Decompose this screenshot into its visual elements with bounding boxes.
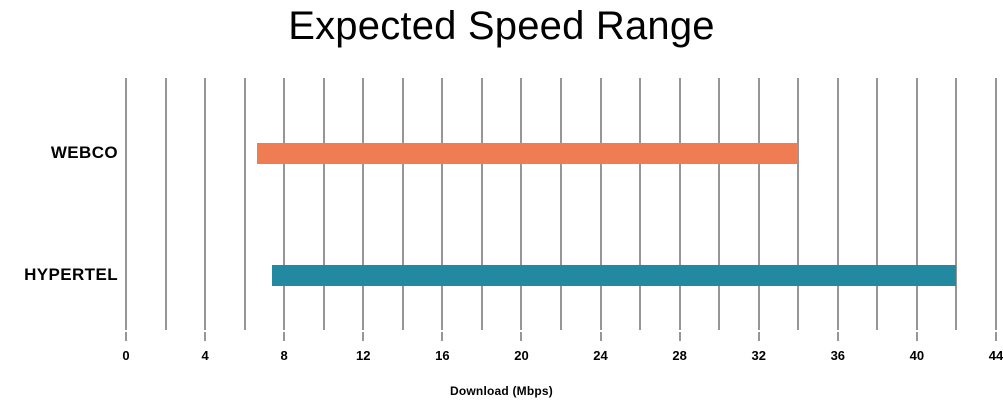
x-tick-mark [678, 332, 681, 341]
x-tick-label: 12 [356, 348, 371, 363]
x-tick-label: 16 [435, 348, 450, 363]
gridline [915, 78, 918, 330]
x-tick-mark [362, 332, 365, 341]
gridline [243, 78, 246, 330]
x-tick-mark [204, 332, 207, 341]
x-tick-mark [520, 332, 523, 341]
gridline [204, 78, 207, 330]
x-tick-mark [995, 332, 997, 341]
gridline [560, 78, 562, 330]
bar-webco[interactable] [256, 143, 799, 164]
x-tick-label: 4 [201, 348, 209, 363]
gridline [480, 78, 483, 330]
x-tick-mark [125, 332, 127, 341]
gridline [599, 78, 602, 330]
gridline [836, 78, 839, 330]
chart-title: Expected Speed Range [288, 4, 715, 48]
x-tick-label: 8 [280, 348, 288, 363]
x-tick-mark [836, 332, 839, 341]
x-tick-mark [915, 332, 918, 341]
x-tick-mark [599, 332, 602, 341]
gridline [401, 78, 404, 330]
gridline [955, 78, 958, 330]
bar-hypertel[interactable] [272, 265, 957, 286]
x-tick-label: 20 [514, 348, 529, 363]
gridline [639, 78, 642, 330]
x-tick-label: 36 [830, 348, 846, 363]
gridline [797, 78, 800, 330]
x-tick-mark [283, 332, 286, 341]
category-label-hypertel: HYPERTEL [24, 265, 118, 284]
gridline [678, 78, 681, 330]
x-tick-mark [757, 332, 760, 341]
gridline [322, 78, 325, 330]
x-tick-mark [441, 332, 444, 341]
gridline [995, 78, 997, 330]
x-tick-label: 44 [988, 348, 1003, 363]
gridline [520, 78, 523, 330]
x-tick-label: 28 [672, 348, 687, 363]
gridline [757, 78, 760, 330]
x-tick-label: 0 [122, 348, 130, 363]
gridline [441, 78, 444, 330]
gridline [718, 78, 721, 330]
gridline [125, 78, 127, 330]
x-axis-title: Download (Mbps) [450, 384, 553, 398]
x-tick-label: 32 [751, 348, 766, 363]
gridline [164, 78, 167, 330]
x-tick-label: 40 [909, 348, 925, 363]
gridline [876, 78, 879, 330]
gridline [362, 78, 365, 330]
x-tick-label: 24 [593, 348, 608, 363]
category-label-webco: WEBCO [50, 143, 118, 162]
gridline [283, 78, 286, 330]
